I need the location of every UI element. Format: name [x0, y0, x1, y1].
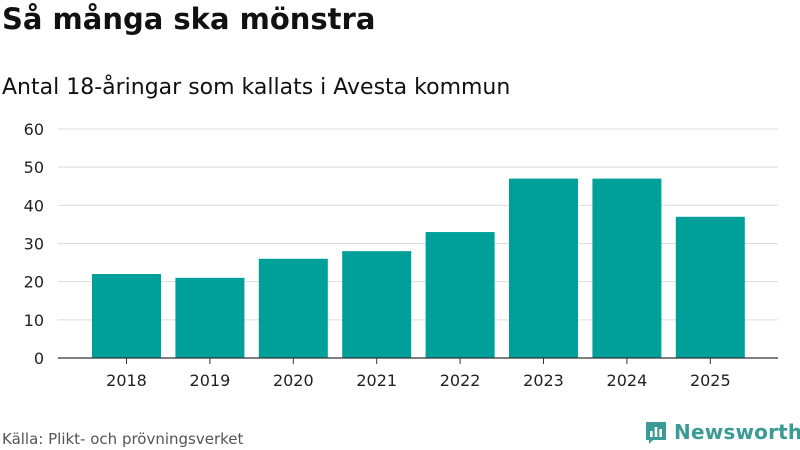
- bar-2018: [92, 274, 161, 358]
- bar-2025: [675, 216, 745, 358]
- chart-title: Så många ska mönstra: [2, 2, 376, 36]
- bar-chart: 0 10 20 30 40 50 60 2018 2019 2020 2021 2022 2023 202…: [24, 120, 778, 390]
- newsworthy-logo: Newsworthy: [644, 420, 800, 444]
- x-tick-label: 2020: [273, 371, 314, 390]
- x-tick-label: 2021: [356, 371, 397, 390]
- bar-2021: [342, 251, 412, 358]
- gridlines: [58, 128, 778, 321]
- x-tick-label: 2022: [440, 371, 481, 390]
- y-tick-label: 20: [24, 273, 44, 292]
- axes: 0 10 20 30 40 50 60 2018 2019 2020 2021 2022 2023 202…: [24, 120, 778, 390]
- bar-2022: [425, 232, 495, 358]
- bar-2024: [592, 178, 662, 358]
- bar-2023: [509, 178, 578, 358]
- x-tick-label: 2023: [523, 371, 564, 390]
- y-tick-label: 60: [24, 120, 44, 139]
- y-tick-label: 50: [24, 158, 44, 177]
- source-note: Källa: Plikt- och prövningsverket: [2, 430, 244, 448]
- bars: [92, 178, 745, 358]
- newsworthy-logo-icon: [646, 422, 666, 444]
- brand-name: Newsworthy: [674, 420, 800, 444]
- x-tick-label: 2019: [190, 371, 231, 390]
- y-tick-label: 10: [24, 311, 44, 330]
- bar-2020: [258, 258, 328, 358]
- x-tick-label: 2025: [690, 371, 731, 390]
- chart-subtitle: Antal 18-åringar som kallats i Avesta ko…: [2, 75, 511, 100]
- x-tick-label: 2024: [607, 371, 648, 390]
- bar-2019: [175, 277, 245, 358]
- y-tick-label: 0: [34, 349, 44, 368]
- y-tick-label: 30: [24, 235, 44, 254]
- x-tick-label: 2018: [106, 371, 147, 390]
- y-tick-label: 40: [24, 196, 44, 215]
